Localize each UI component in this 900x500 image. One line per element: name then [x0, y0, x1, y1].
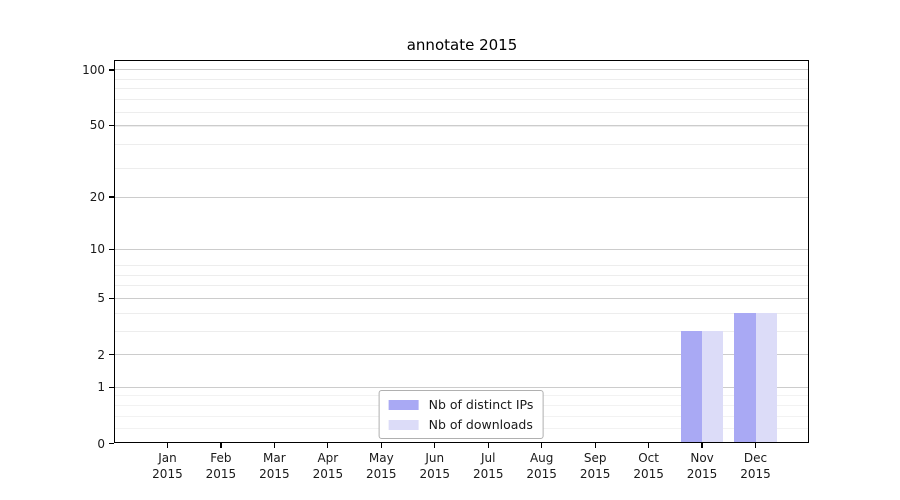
y-tick	[109, 196, 114, 198]
x-tick	[754, 443, 757, 448]
x-tick-label-jan: Jan 2015	[139, 450, 195, 482]
x-tick-label-feb: Feb 2015	[193, 450, 249, 482]
gridline-minor	[114, 144, 809, 146]
x-tick	[166, 443, 169, 448]
gridline-major	[114, 196, 809, 198]
x-tick-year: 2015	[419, 467, 451, 481]
gridline-minor	[114, 167, 809, 169]
legend-item-downloads: Nb of downloads	[388, 417, 534, 432]
gridline-minor	[114, 330, 809, 332]
y-tick-label: 5	[97, 291, 105, 306]
chart-title: annotate 2015	[406, 36, 518, 54]
bar-distinct-ips-dec	[734, 313, 756, 444]
x-tick	[327, 443, 329, 448]
gridline-major	[114, 248, 809, 250]
x-tick-year: 2015	[152, 467, 183, 481]
x-tick-label-sep: Sep 2015	[567, 450, 623, 482]
x-tick-year: 2015	[579, 467, 611, 481]
gridline-minor	[114, 274, 809, 276]
x-tick-label-nov: Nov 2015	[674, 450, 730, 482]
x-tick-year: 2015	[472, 467, 504, 481]
gridline-major	[114, 69, 809, 71]
y-tick-label: 10	[89, 242, 105, 257]
x-tick-label-may: May 2015	[353, 450, 409, 482]
x-tick-year: 2015	[205, 467, 237, 481]
gridline-major	[114, 297, 809, 299]
gridline-minor	[114, 111, 809, 113]
x-tick	[434, 443, 436, 448]
gridline-major	[114, 354, 809, 356]
x-tick-year: 2015	[740, 467, 771, 481]
y-tick-label: 0	[97, 436, 105, 451]
x-tick-year: 2015	[312, 467, 344, 481]
legend-item-distinct-ips: Nb of distinct IPs	[388, 397, 534, 412]
y-tick	[109, 248, 114, 251]
x-tick-year: 2015	[633, 467, 664, 481]
gridline-minor	[114, 99, 809, 101]
x-tick	[701, 443, 703, 448]
x-tick-year: 2015	[686, 467, 718, 481]
y-tick-label: 2	[97, 347, 105, 362]
x-tick-month: Dec	[743, 451, 768, 465]
x-tick-month: Oct	[638, 451, 659, 465]
y-tick	[109, 124, 114, 126]
x-tick-label-mar: Mar 2015	[246, 450, 302, 482]
x-tick	[487, 443, 489, 448]
x-tick-label-aug: Aug 2015	[514, 450, 570, 482]
legend: Nb of distinct IPs Nb of downloads	[378, 390, 544, 439]
x-tick-month: May	[368, 451, 394, 465]
legend-swatch-downloads	[388, 419, 419, 430]
x-tick-label-jun: Jun 2015	[407, 450, 463, 482]
y-tick	[109, 386, 114, 389]
x-tick-label-apr: Apr 2015	[300, 450, 356, 482]
x-tick-month: Sep	[583, 451, 607, 465]
y-tick-label: 50	[89, 118, 105, 133]
bar-downloads-nov	[702, 331, 724, 444]
x-tick-month: Nov	[690, 451, 714, 465]
x-tick-month: Jul	[480, 451, 496, 465]
x-tick	[594, 443, 596, 448]
x-tick	[541, 443, 543, 448]
x-tick-month: Aug	[529, 451, 554, 465]
x-tick-month: Jan	[158, 451, 177, 465]
x-tick-label-jul: Jul 2015	[460, 450, 516, 482]
x-tick	[273, 443, 276, 448]
x-tick-month: Apr	[317, 451, 339, 465]
x-tick	[380, 443, 382, 448]
gridline-minor	[114, 126, 809, 128]
y-tick-label: 20	[89, 190, 105, 205]
x-tick	[220, 443, 222, 448]
gridline-minor	[114, 285, 809, 287]
gridline-major	[114, 386, 809, 388]
gridline-minor	[114, 88, 809, 90]
y-tick-label: 1	[97, 380, 105, 395]
y-tick-label: 100	[82, 62, 105, 77]
x-tick-label-oct: Oct 2015	[621, 450, 677, 482]
x-tick-month: Mar	[263, 451, 286, 465]
x-tick-year: 2015	[526, 467, 557, 481]
bar-distinct-ips-nov	[680, 331, 703, 444]
legend-label-downloads: Nb of downloads	[428, 417, 533, 432]
gridline-minor	[114, 312, 809, 314]
x-tick	[647, 443, 650, 448]
x-tick-year: 2015	[259, 467, 290, 481]
gridline-minor	[114, 265, 809, 267]
y-tick	[109, 297, 114, 300]
gridline-minor	[114, 78, 809, 80]
gridline-major	[114, 124, 809, 126]
legend-label-distinct-ips: Nb of distinct IPs	[428, 397, 534, 412]
x-tick-year: 2015	[366, 467, 397, 481]
x-tick-label-dec: Dec 2015	[728, 450, 784, 482]
legend-swatch-distinct-ips	[388, 399, 419, 410]
y-tick	[109, 69, 114, 71]
x-tick-month: Feb	[210, 451, 232, 465]
y-tick	[109, 442, 114, 445]
bar-downloads-dec	[755, 313, 777, 444]
x-tick-month: Jun	[425, 451, 445, 465]
y-tick	[109, 353, 114, 356]
